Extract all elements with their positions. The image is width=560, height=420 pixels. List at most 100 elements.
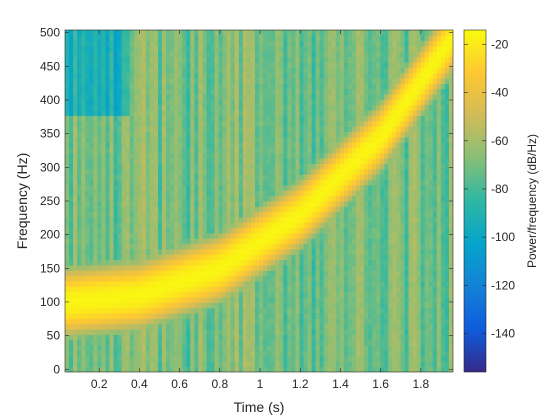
heatmap-cell <box>206 190 211 197</box>
heatmap-cell <box>89 238 94 245</box>
heatmap-cell <box>65 195 70 202</box>
heatmap-cell <box>287 78 292 84</box>
heatmap-cell <box>218 83 224 90</box>
heatmap-cell <box>77 345 82 352</box>
heatmap-cell <box>137 318 143 325</box>
heatmap-cell <box>323 83 329 90</box>
heatmap-cell <box>226 126 232 132</box>
heatmap-cell <box>137 147 143 154</box>
heatmap-cell <box>230 339 236 346</box>
heatmap-cell <box>259 184 264 191</box>
heatmap-cell <box>299 78 304 84</box>
heatmap-cell <box>254 40 260 47</box>
heatmap-cell <box>81 254 86 261</box>
heatmap-cell <box>141 35 147 42</box>
heatmap-cell <box>327 275 333 282</box>
heatmap-cell <box>335 147 341 154</box>
heatmap-cell <box>343 78 349 84</box>
heatmap-cell <box>113 270 118 277</box>
heatmap-cell <box>194 83 199 90</box>
heatmap-cell <box>198 88 203 95</box>
heatmap-cell <box>202 291 207 298</box>
heatmap-cell <box>319 195 325 202</box>
heatmap-cell <box>121 83 127 90</box>
heatmap-cell <box>254 206 260 213</box>
heatmap-cell <box>194 270 199 277</box>
heatmap-cell <box>234 291 240 298</box>
heatmap-cell <box>222 318 228 325</box>
heatmap-cell <box>347 88 353 95</box>
heatmap-cell <box>69 136 74 143</box>
heatmap-cell <box>360 147 365 154</box>
heatmap-cell <box>339 286 345 293</box>
heatmap-cell <box>77 152 82 159</box>
heatmap-cell <box>214 238 219 245</box>
heatmap-cell <box>238 152 244 159</box>
heatmap-cell <box>214 323 219 330</box>
heatmap-cell <box>166 361 171 368</box>
heatmap-cell <box>376 104 381 111</box>
heatmap-cell <box>315 174 321 181</box>
heatmap-cell <box>69 126 74 132</box>
heatmap-cell <box>267 46 272 52</box>
heatmap-cell <box>356 329 361 335</box>
heatmap-cell <box>242 211 248 218</box>
heatmap-cell <box>356 158 361 164</box>
heatmap-cell <box>376 206 381 213</box>
heatmap-cell <box>121 307 127 314</box>
heatmap-cell <box>190 126 195 132</box>
heatmap-cell <box>307 142 312 148</box>
heatmap-cell <box>323 259 329 266</box>
heatmap-cell <box>69 259 74 266</box>
heatmap-cell <box>351 265 357 271</box>
heatmap-cell <box>291 297 296 303</box>
heatmap-cell <box>202 222 207 229</box>
heatmap-cell <box>145 142 151 148</box>
heatmap-cell <box>319 147 325 154</box>
heatmap-cell <box>121 40 127 47</box>
heatmap-cell <box>206 329 211 335</box>
heatmap-cell <box>267 30 272 36</box>
heatmap-cell <box>202 72 207 79</box>
heatmap-cell <box>69 131 74 138</box>
heatmap-cell <box>303 281 308 287</box>
heatmap-cell <box>93 94 98 100</box>
heatmap-cell <box>133 94 139 100</box>
heatmap-cell <box>226 281 232 287</box>
heatmap-cell <box>137 179 143 186</box>
heatmap-cell <box>259 233 264 239</box>
heatmap-cell <box>141 147 147 154</box>
heatmap-cell <box>137 163 143 170</box>
heatmap-cell <box>226 94 232 100</box>
heatmap-cell <box>323 67 329 74</box>
heatmap-cell <box>364 307 369 314</box>
heatmap-cell <box>93 259 98 266</box>
heatmap-cell <box>303 56 308 63</box>
heatmap-cell <box>218 281 224 287</box>
heatmap-cell <box>109 286 114 293</box>
heatmap-cell <box>263 131 268 138</box>
heatmap-cell <box>271 270 276 277</box>
heatmap-cell <box>267 168 272 175</box>
heatmap-cell <box>360 184 365 191</box>
heatmap-cell <box>250 313 256 319</box>
heatmap-cell <box>364 222 369 229</box>
heatmap-cell <box>69 313 74 319</box>
heatmap-cell <box>299 168 304 175</box>
heatmap-cell <box>303 339 308 346</box>
heatmap-cell <box>238 120 244 127</box>
heatmap-cell <box>69 67 74 74</box>
heatmap-cell <box>271 302 276 309</box>
heatmap-cell <box>113 345 118 352</box>
heatmap-cell <box>129 318 135 325</box>
heatmap-cell <box>105 40 110 47</box>
heatmap-cell <box>149 313 155 319</box>
heatmap-cell <box>234 184 240 191</box>
heatmap-cell <box>113 168 118 175</box>
heatmap-cell <box>206 318 211 325</box>
heatmap-cell <box>89 243 94 250</box>
heatmap-cell <box>89 302 94 309</box>
heatmap-cell <box>291 46 296 52</box>
heatmap-cell <box>214 222 219 229</box>
heatmap-cell <box>194 136 199 143</box>
